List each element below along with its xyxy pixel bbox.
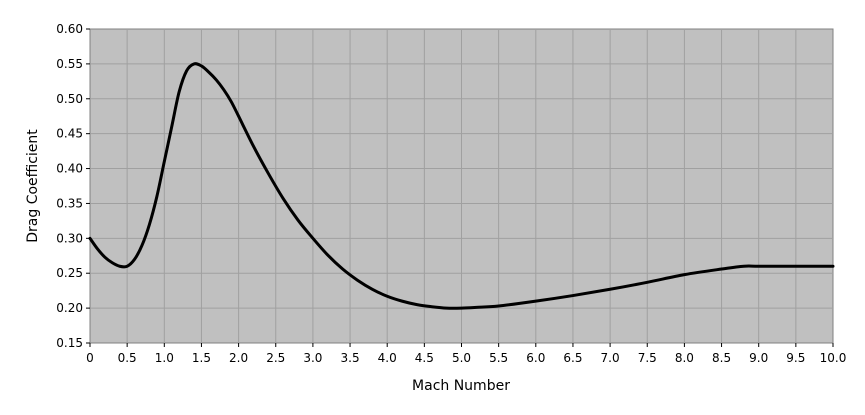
y-axis-title: Drag Coefficient [25,129,41,243]
x-tick-label: 0 [86,351,94,365]
x-tick-label: 8.0 [675,351,694,365]
x-tick-label: 4.0 [378,351,397,365]
x-tick-label: 6.0 [526,351,545,365]
x-tick-label: 4.5 [415,351,434,365]
y-tick-labels: 0.15 0.20 0.25 0.30 0.35 0.40 0.45 0.50 0.55 0.60 [56,22,90,350]
y-tick-label: 0.40 [56,162,83,176]
y-tick-label: 0.30 [56,231,83,245]
x-tick-label: 1.5 [192,351,211,365]
gridlines [90,29,833,343]
y-tick-label: 0.15 [56,336,83,350]
x-tick-label: 6.5 [563,351,582,365]
y-tick-label: 0.60 [56,22,83,36]
x-tick-label: 2.0 [229,351,248,365]
x-tick-label: 7.5 [638,351,657,365]
x-axis-title: Mach Number [412,378,510,394]
y-tick-label: 0.20 [56,301,83,315]
y-tick-label: 0.50 [56,92,83,106]
x-tick-label: 10.0 [820,351,847,365]
x-tick-label: 1.0 [155,351,174,365]
y-tick-label: 0.55 [56,57,83,71]
x-tick-label: 3.0 [303,351,322,365]
x-tick-label: 0.5 [118,351,137,365]
x-tick-label: 8.5 [712,351,731,365]
x-tick-label: 9.5 [786,351,805,365]
y-tick-label: 0.45 [56,127,83,141]
x-tick-label: 9.0 [749,351,768,365]
y-tick-label: 0.25 [56,266,83,280]
x-tick-labels: 0 0.5 1.0 1.5 2.0 2.5 3.0 3.5 4.0 4.5 5.0 5.5 6.0 6.5… [86,343,846,365]
x-tick-label: 3.5 [341,351,360,365]
drag-curve-line [88,62,835,310]
x-tick-label: 5.5 [489,351,508,365]
x-tick-label: 5.0 [452,351,471,365]
x-tick-label: 2.5 [266,351,285,365]
x-tick-label: 7.0 [601,351,620,365]
y-tick-label: 0.35 [56,196,83,210]
